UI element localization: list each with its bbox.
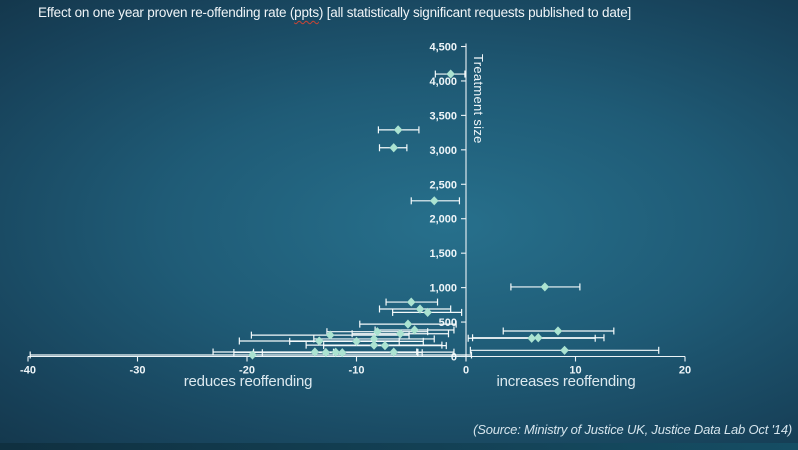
data-point-marker xyxy=(369,334,379,344)
y-axis-tick-label: 3,000 xyxy=(429,145,457,157)
y-axis-tick-label: 3,500 xyxy=(429,110,457,122)
data-point-marker xyxy=(331,347,340,357)
x-axis-tick-label: -30 xyxy=(130,365,146,377)
chart-title-prefix: Effect on one year proven re-offending r… xyxy=(38,5,295,20)
data-point-marker xyxy=(325,330,335,340)
x-axis-tick-label: -10 xyxy=(349,365,365,377)
data-point-marker xyxy=(429,196,439,206)
x-axis-label-increases: increases reoffending xyxy=(496,373,636,390)
data-point-marker xyxy=(415,304,425,314)
data-point-marker xyxy=(396,329,405,339)
data-point-marker xyxy=(373,327,382,337)
x-axis-label-reduces: reduces reoffending xyxy=(183,373,313,390)
x-axis-tick-label: -20 xyxy=(239,365,255,377)
chart-title-suffix: ) [all statistically significant request… xyxy=(318,5,632,20)
y-axis-tick-label: 500 xyxy=(439,317,457,329)
data-point-marker xyxy=(389,347,399,357)
y-axis-tick-label: 4,000 xyxy=(429,76,457,88)
data-point-marker xyxy=(310,347,320,357)
data-point-marker xyxy=(533,333,543,343)
y-axis-tick-label: 1,500 xyxy=(429,248,457,260)
data-point-marker xyxy=(553,326,563,336)
x-axis-tick-label: -40 xyxy=(20,365,36,377)
y-axis-tick-label: 0 xyxy=(451,352,457,364)
data-point-marker xyxy=(560,345,569,355)
data-point-marker xyxy=(540,282,550,292)
x-axis-tick-label: 0 xyxy=(463,365,469,377)
bottom-accent-band xyxy=(0,443,798,450)
data-point-marker xyxy=(410,325,419,335)
x-axis-tick-label: 20 xyxy=(679,365,691,377)
chart-title: Effect on one year proven re-offending r… xyxy=(38,5,788,20)
data-point-marker xyxy=(446,69,455,79)
data-point-marker xyxy=(380,341,390,351)
data-point-marker xyxy=(314,336,324,346)
data-point-marker xyxy=(403,319,413,329)
y-axis-title: Treatment size xyxy=(471,54,486,144)
y-axis-tick-label: 4,500 xyxy=(429,42,457,54)
data-point-marker xyxy=(337,348,347,358)
x-axis-tick-label: 10 xyxy=(569,365,581,377)
data-point-marker xyxy=(389,143,399,153)
y-axis-tick-label: 1,000 xyxy=(429,283,457,295)
data-point-marker xyxy=(527,333,536,343)
source-credit: (Source: Ministry of Justice UK, Justice… xyxy=(473,422,792,437)
data-point-marker xyxy=(423,307,432,318)
data-point-marker xyxy=(352,336,361,346)
y-axis-tick-label: 2,500 xyxy=(429,179,457,191)
data-point-marker xyxy=(406,297,416,307)
data-point-marker xyxy=(321,347,331,358)
data-point-marker xyxy=(248,350,257,360)
data-point-marker xyxy=(369,340,379,350)
y-axis-tick-label: 2,000 xyxy=(429,214,457,226)
data-point-marker xyxy=(393,125,403,135)
spellcheck-underlined-word: ppts xyxy=(294,5,319,20)
